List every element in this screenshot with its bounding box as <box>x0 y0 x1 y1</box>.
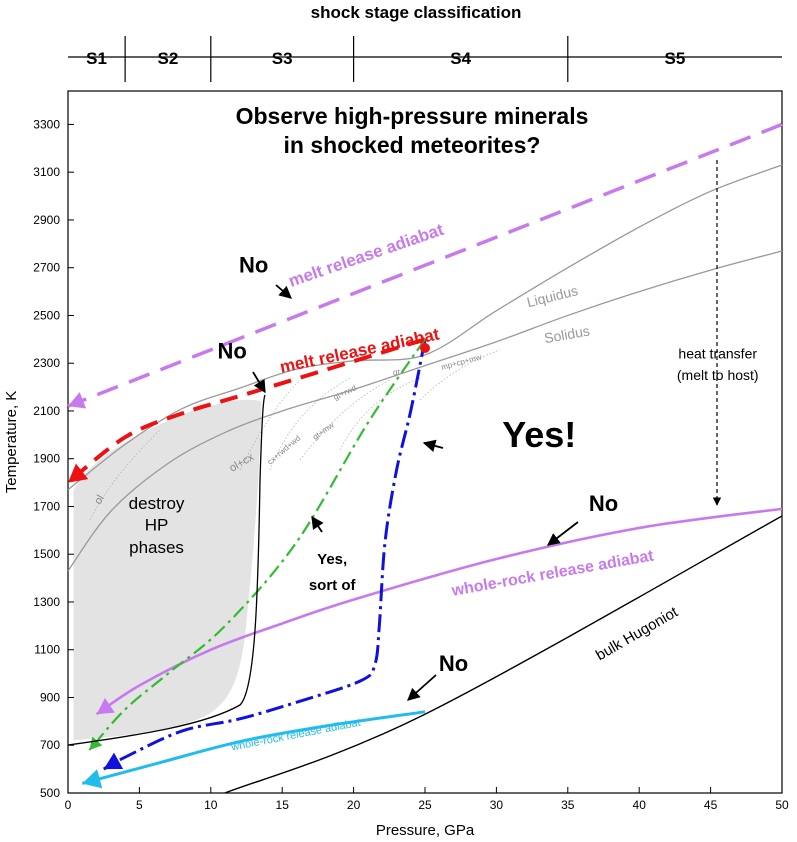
y-tick-label: 1100 <box>34 643 60 657</box>
annotation-12: No <box>239 252 268 277</box>
y-tick-label: 3300 <box>33 117 60 131</box>
x-tick-label: 0 <box>65 798 72 812</box>
shock-stage-label: S4 <box>450 49 471 68</box>
annotation-0: Liquidus <box>525 282 579 310</box>
y-tick-label: 1900 <box>33 452 60 466</box>
x-tick-label: 15 <box>276 798 290 812</box>
y-tick-label: 1300 <box>33 595 60 609</box>
annotation-2: bulk Hugoniot <box>593 603 682 664</box>
y-tick-label: 2700 <box>33 261 60 275</box>
annotation-13: No <box>218 338 247 363</box>
annotation-16: Yes! <box>502 414 576 455</box>
y-tick-label: 500 <box>40 786 60 800</box>
pointer-arrow-yes-sort-of <box>311 515 324 533</box>
x-tick-label: 10 <box>204 798 218 812</box>
annotation-7: destroy <box>129 494 185 513</box>
shock-stage-title: shock stage classification <box>311 3 522 22</box>
series-arrowhead-7 <box>103 752 124 770</box>
x-axis-label: Pressure, GPa <box>376 822 475 839</box>
annotation-10: heat transfer <box>678 345 757 361</box>
y-tick-label: 2900 <box>33 213 60 227</box>
shock-stage-label: S3 <box>272 49 293 68</box>
phase-label: gt <box>393 368 400 377</box>
x-tick-label: 20 <box>347 798 361 812</box>
annotation-17: Yes, <box>317 551 347 568</box>
chart-title-line-2: in shocked meteorites? <box>284 132 541 158</box>
pointer-arrow-no-3 <box>547 521 579 546</box>
series-arrowhead-4 <box>68 463 89 483</box>
annotation-1: Solidus <box>543 323 591 347</box>
shock-state-dot <box>420 343 430 353</box>
pointer-arrow-no-4 <box>407 674 437 701</box>
series-line-3 <box>67 122 783 408</box>
series-arrowhead-6 <box>82 769 103 789</box>
series-line-4 <box>66 337 426 485</box>
x-tick-label: 45 <box>704 798 718 812</box>
y-tick-label: 700 <box>40 738 60 752</box>
series-line-8 <box>88 338 426 751</box>
chart-title-line-1: Observe high-pressure minerals <box>236 103 589 129</box>
phase-boundaries <box>89 349 501 521</box>
shock-stage-label: S2 <box>158 49 179 68</box>
series-line-5 <box>95 507 783 716</box>
annotation-8: HP <box>145 515 169 534</box>
annotation-11: (melt to host) <box>677 367 759 383</box>
shock-stage-label: S5 <box>665 49 686 68</box>
series-line-0 <box>67 164 783 491</box>
y-tick-label: 900 <box>40 690 60 704</box>
phase-label: gt+mw <box>311 420 336 441</box>
annotation-5: whole-rock release adiabat <box>450 547 656 600</box>
y-tick-label: 2300 <box>33 356 60 370</box>
y-tick-label: 3100 <box>33 165 60 179</box>
annotation-9: phases <box>129 538 184 557</box>
x-tick-label: 5 <box>136 798 143 812</box>
y-tick-label: 1700 <box>33 499 60 513</box>
phase-label: mp+cp+mw <box>440 352 482 371</box>
x-tick-label: 30 <box>490 798 504 812</box>
series-line-2 <box>224 515 783 794</box>
annotation-18: sort of <box>309 577 357 594</box>
y-tick-label: 1500 <box>33 547 60 561</box>
y-axis-label: Temperature, K <box>3 391 20 494</box>
annotation-3: melt release adiabat <box>286 220 446 291</box>
pointer-arrows <box>252 284 579 701</box>
series-line-7 <box>102 339 427 771</box>
phase-label: cx+rwd+wd <box>266 434 303 467</box>
series-arrowhead-3 <box>68 392 87 409</box>
x-tick-label: 50 <box>775 798 789 812</box>
series-line-6 <box>81 710 426 785</box>
series-line-1 <box>67 250 783 572</box>
shock-stage-label: S1 <box>86 49 107 68</box>
series-arrowhead-5 <box>96 697 115 715</box>
series-arrowhead-8 <box>89 736 103 751</box>
annotation-14: No <box>589 491 618 516</box>
annotation-15: No <box>439 651 468 676</box>
boundary-curve <box>67 394 266 746</box>
series-group <box>66 122 783 794</box>
x-tick-label: 25 <box>418 798 432 812</box>
x-tick-label: 40 <box>633 798 647 812</box>
y-tick-label: 2100 <box>33 404 60 418</box>
shock-stage-group: S1 S2 S3 S4 S5 <box>86 36 685 82</box>
axis-group: 0 5 10 15 20 25 30 35 40 45 50 500 700 900 1100 1300 150… <box>33 117 789 812</box>
annotation-6: whole-rock release adiabat <box>229 717 361 754</box>
pointer-arrow-no-1 <box>275 284 292 299</box>
destroy-hp-region <box>70 396 265 744</box>
pointer-arrow-no-2 <box>252 371 266 394</box>
y-tick-label: 2500 <box>33 308 60 322</box>
x-tick-label: 35 <box>561 798 575 812</box>
pointer-arrow-yes <box>422 439 444 452</box>
